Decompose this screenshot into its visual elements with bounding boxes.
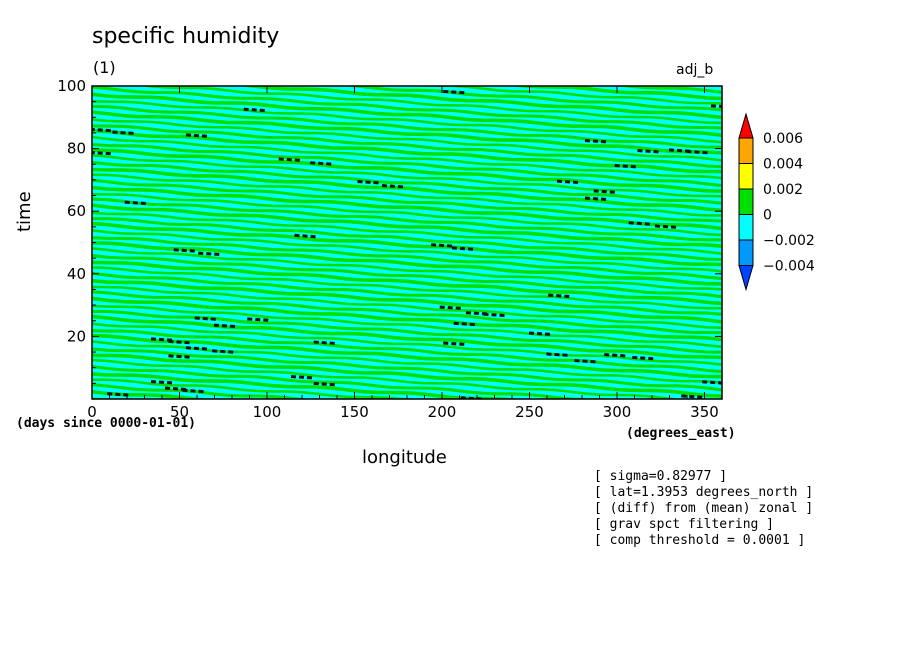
field-band: [324, 86, 722, 112]
field-band: [92, 247, 722, 291]
field-band: [92, 148, 722, 193]
x-tick-label: 100: [253, 403, 282, 421]
x-tick-label: 300: [603, 403, 632, 421]
note-threshold: [ comp threshold = 0.0001 ]: [594, 533, 806, 548]
colorbar-tick-label: 0.004: [763, 157, 803, 173]
field-band: [92, 143, 722, 188]
field-band: [92, 167, 722, 213]
field-band: [92, 211, 722, 255]
note-sigma: [ sigma=0.82977 ]: [594, 469, 728, 484]
field-band: [92, 178, 722, 223]
field-band: [138, 86, 722, 125]
x-tick-label: 150: [340, 403, 369, 421]
field-band: [92, 383, 312, 399]
field-band: [92, 271, 722, 316]
field-band: [92, 290, 722, 335]
x-tick-label: 0: [87, 403, 97, 421]
field-band: [92, 160, 722, 205]
field-band: [92, 185, 722, 231]
field-band: [92, 154, 722, 198]
field-band: [92, 372, 521, 399]
field-band: [92, 100, 722, 144]
colorbar-extend-high: [738, 112, 754, 139]
y-tick-label: 40: [67, 265, 86, 283]
field-band: [92, 110, 722, 155]
field-band: [92, 266, 722, 310]
note-lat: [ lat=1.3953 degrees_north ]: [594, 485, 814, 500]
field-band: [92, 173, 722, 217]
colorbar-extend-low: [738, 265, 754, 292]
x-axis-label: longitude: [362, 447, 447, 468]
field-band: [92, 378, 413, 399]
field-band: [92, 203, 722, 248]
y-tick-label: 20: [67, 327, 86, 345]
field-band: [92, 329, 722, 374]
chart-title: specific humidity: [92, 24, 280, 49]
y-tick-label: 60: [67, 202, 86, 220]
note-diff: [ (diff) from (mean) zonal ]: [594, 501, 814, 516]
colorbar-tick-label: 0.006: [763, 131, 803, 147]
field-band: [92, 135, 722, 180]
field-band: [411, 86, 722, 105]
field-band: [235, 86, 722, 120]
field-band: [92, 124, 722, 169]
x-tick-label: 200: [428, 403, 457, 421]
colorbar-box: [738, 137, 754, 164]
colorbar-tick-label: 0.002: [763, 182, 803, 198]
field-band: [92, 38, 722, 79]
colorbar-tick-label: −0.002: [763, 233, 815, 249]
field-band: [92, 229, 722, 273]
x-tick-label: 250: [515, 403, 544, 421]
field-band: [92, 260, 722, 306]
x-axis-units: (degrees_east): [626, 426, 736, 441]
colorbar-box: [738, 239, 754, 266]
field-band: [92, 279, 722, 324]
x-tick-label: 50: [170, 403, 189, 421]
axes: 0 50 100 150 200 250 300 350 20 40 60 80 100: [57, 77, 722, 421]
field-band: [92, 254, 722, 299]
field-band: [92, 217, 722, 262]
field-band: [92, 364, 621, 399]
panel-number: (1): [93, 58, 116, 77]
field-band: [92, 333, 722, 379]
colorbar-box: [738, 188, 754, 215]
field-band: [92, 33, 722, 74]
field-band: [92, 347, 722, 392]
colorbar-box: [738, 163, 754, 190]
y-axis-label: time: [14, 191, 35, 232]
colorbar-box: [738, 214, 754, 241]
field-band: [92, 314, 722, 360]
field-band: [92, 197, 722, 242]
metadata-notes: [ sigma=0.82977 ] [ lat=1.3953 degrees_n…: [594, 469, 813, 549]
field-band: [720, 86, 722, 87]
field-band: [92, 241, 722, 286]
time-units: (days since 0000-01-01): [16, 416, 197, 431]
run-label: adj_b: [676, 62, 714, 78]
field-band: [92, 236, 722, 281]
colorbar-tick-label: 0: [763, 208, 772, 224]
field-band: [92, 86, 722, 130]
field-band: [92, 285, 722, 330]
field-band: [92, 192, 722, 237]
field-band: [92, 118, 722, 162]
note-filter: [ grav spct filtering ]: [594, 517, 775, 532]
x-tick-label: 350: [690, 403, 719, 421]
field-band: [92, 322, 722, 366]
y-tick-label: 100: [57, 77, 86, 95]
y-tick-label: 80: [67, 140, 86, 158]
colorbar-tick-label: −0.004: [763, 259, 815, 275]
colorbar: 0.006 0.004 0.002 0 −0.002 −0.004: [738, 112, 815, 292]
plot-field: [92, 26, 722, 399]
field-band: [92, 104, 722, 149]
field-band: [92, 296, 722, 342]
field-band: [92, 221, 722, 267]
field-band: [92, 353, 722, 398]
field-band: [92, 26, 722, 67]
field-band: [92, 92, 722, 138]
field-band: [92, 304, 722, 349]
